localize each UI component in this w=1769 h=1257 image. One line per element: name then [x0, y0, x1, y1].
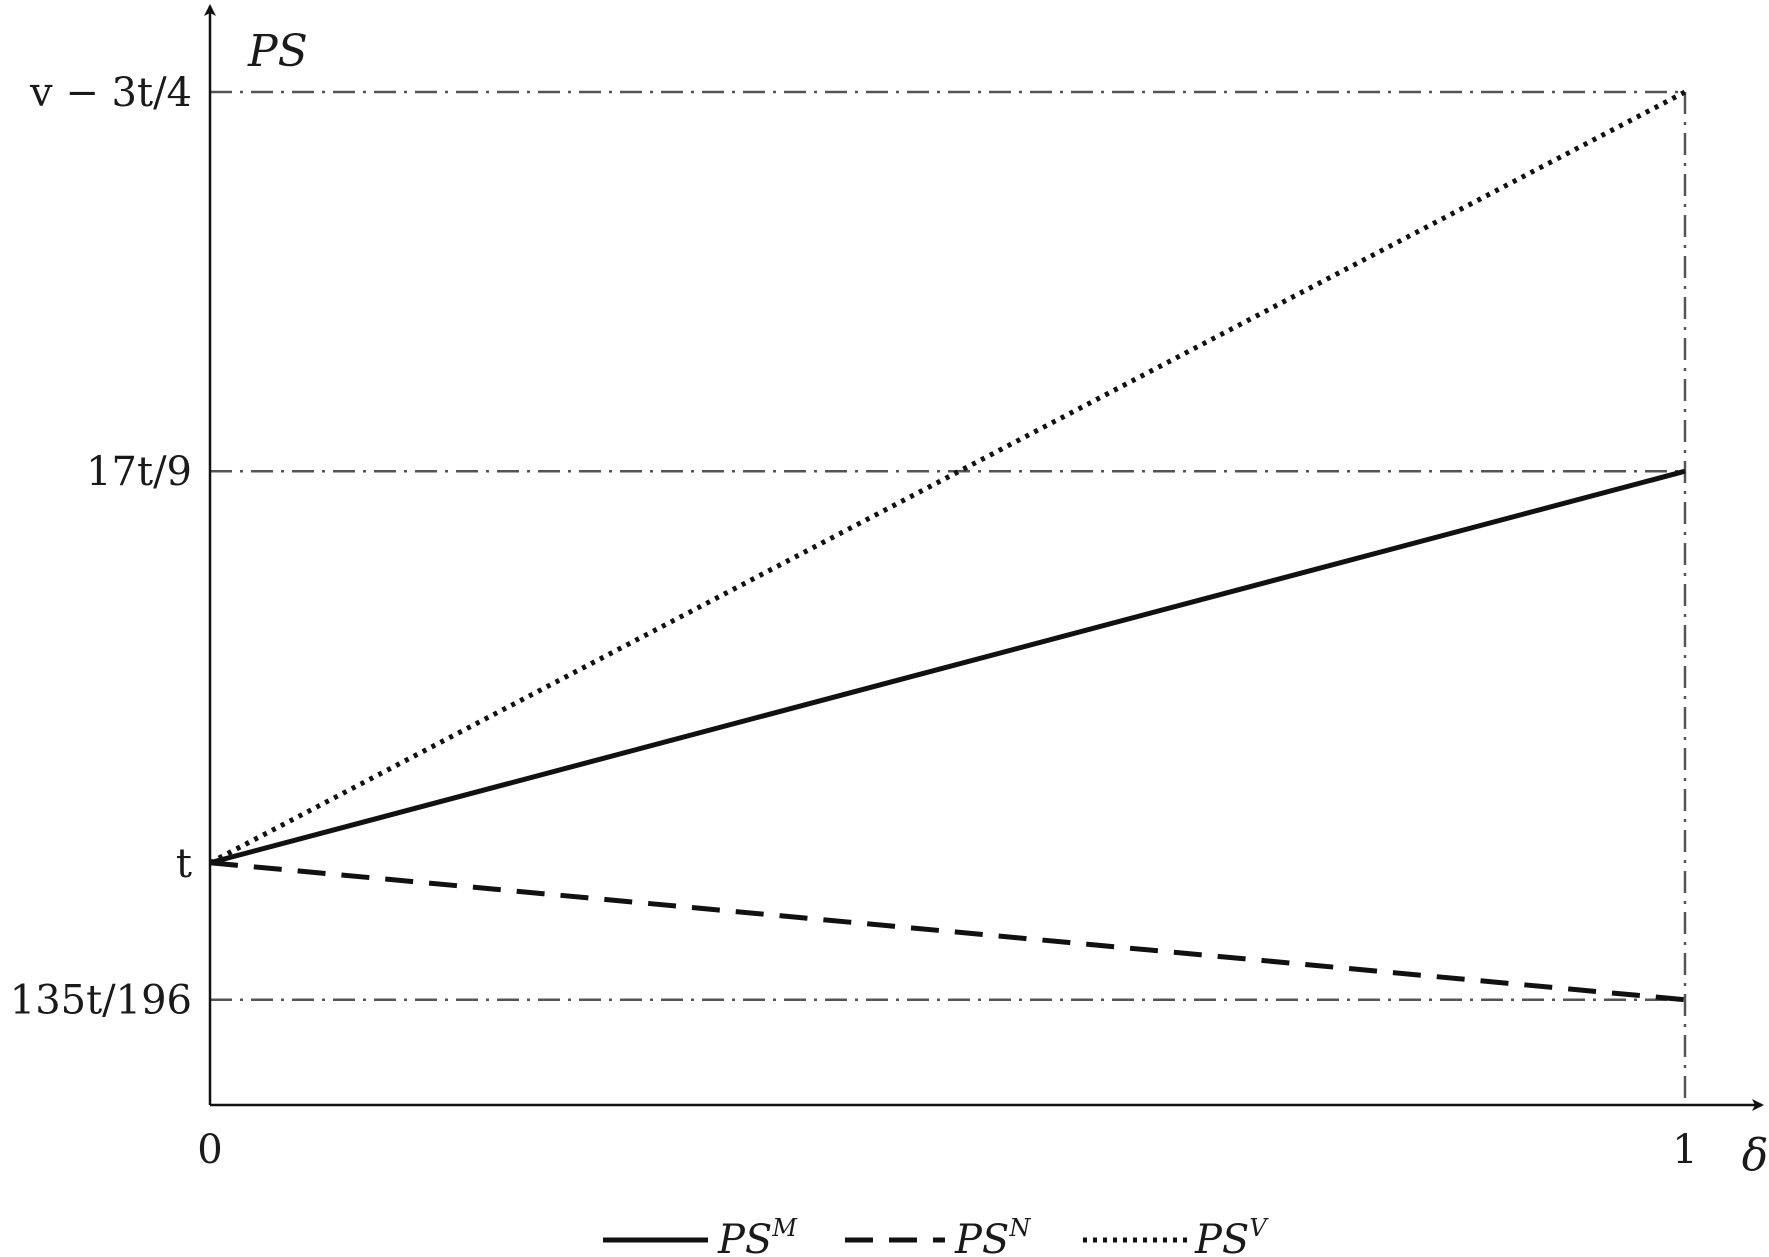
y-tick-label: 17t/9 — [86, 449, 192, 495]
tick-labels: v − 3t/4 17t/9 t 135t/196 0 1 — [10, 70, 1698, 1173]
x-tick-label: 1 — [1672, 1127, 1697, 1173]
series-line-dashed — [209, 860, 1686, 1003]
legend-label-name: PS — [717, 1217, 772, 1257]
x-axis-label: δ — [1742, 1130, 1769, 1181]
reference-lines — [210, 90, 1687, 1105]
legend-label: PSV — [1194, 1214, 1269, 1257]
legend-label-name: PS — [954, 1217, 1009, 1257]
y-tick-label: 135t/196 — [10, 978, 192, 1024]
legend-label-name: PS — [1194, 1217, 1249, 1257]
legend-label-superscript: V — [1249, 1214, 1269, 1242]
axis-labels: PS δ — [247, 26, 1768, 1181]
legend-label: PSM — [717, 1214, 798, 1257]
legend-label-superscript: M — [771, 1214, 798, 1242]
y-tick-label: t — [176, 841, 192, 887]
x-tick-label: 0 — [197, 1127, 222, 1173]
y-tick-label: v − 3t/4 — [29, 70, 192, 116]
y-axis-label: PS — [247, 26, 308, 77]
legend: PSM PSN PSV — [603, 1214, 1269, 1257]
series-line-dotted — [208, 89, 1687, 865]
axes — [204, 4, 1764, 1111]
series-line-solid — [209, 468, 1686, 866]
legend-label-superscript: N — [1008, 1214, 1031, 1242]
legend-label: PSN — [954, 1214, 1031, 1257]
series-group — [208, 89, 1687, 1003]
